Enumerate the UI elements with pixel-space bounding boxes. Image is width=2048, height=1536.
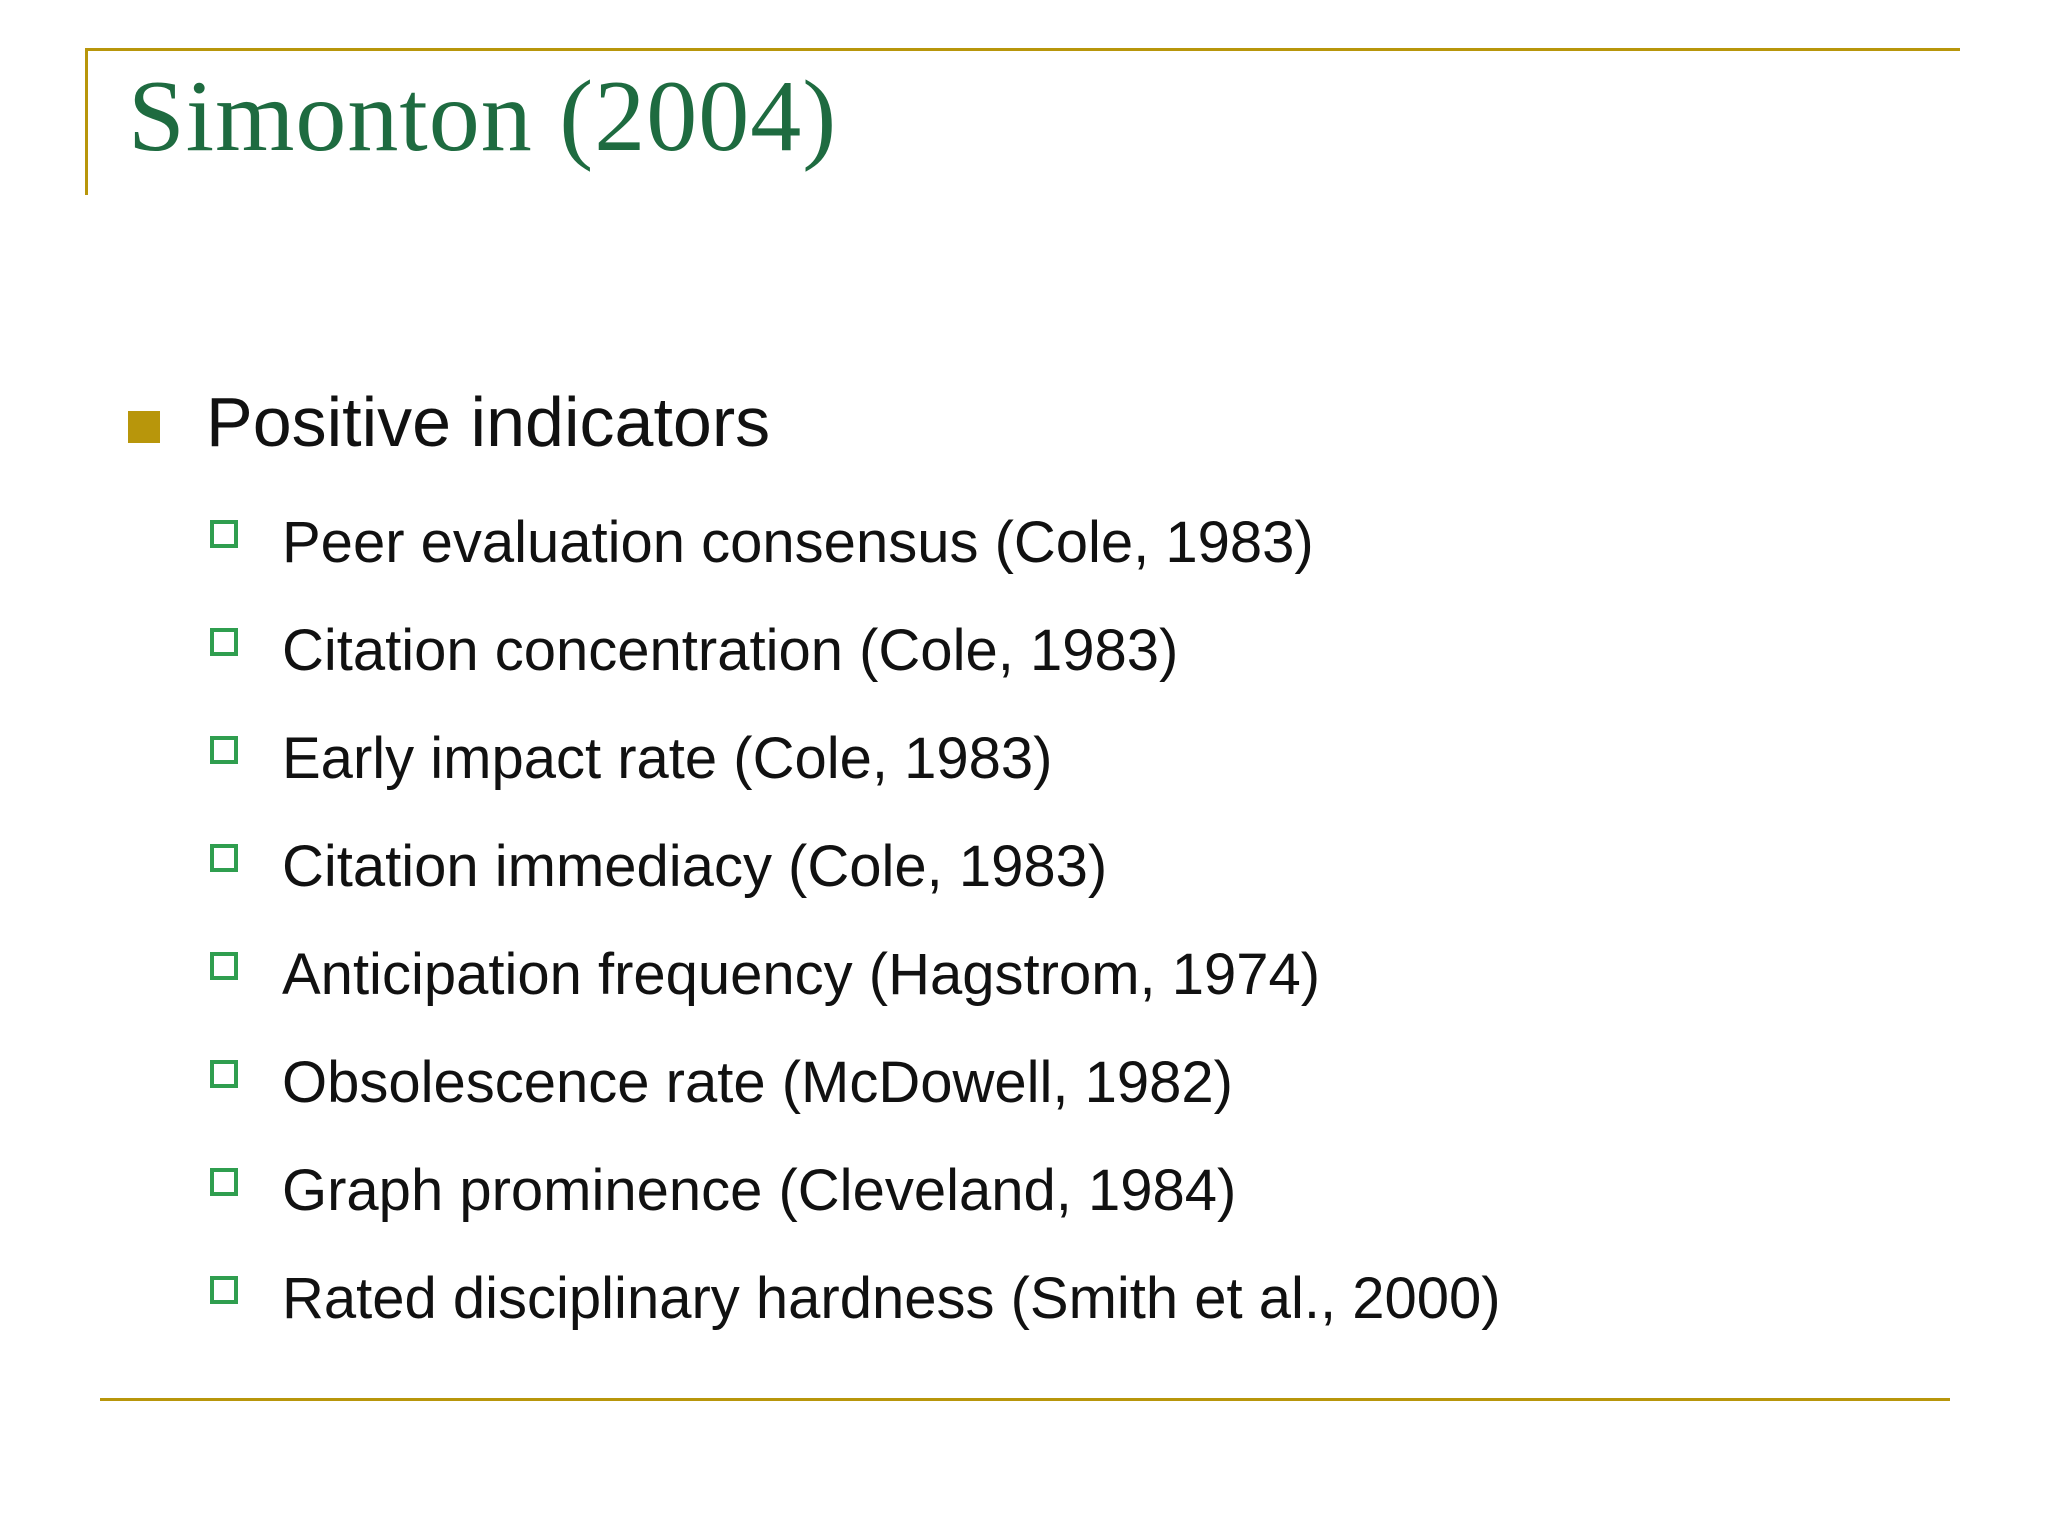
sub-bullet-text: Graph prominence (Cleveland, 1984) (282, 1157, 1237, 1223)
list-item: Peer evaluation consensus (Cole, 1983) (210, 488, 1501, 596)
sub-bullet-text: Early impact rate (Cole, 1983) (282, 725, 1053, 791)
sub-bullet-text: Citation immediacy (Cole, 1983) (282, 833, 1108, 899)
sub-bullet-text: Rated disciplinary hardness (Smith et al… (282, 1265, 1501, 1331)
main-bullet-label: Positive indicators (206, 383, 771, 461)
hollow-square-bullet-icon (210, 1168, 238, 1196)
main-bullet-row: Positive indicators (128, 382, 770, 462)
hollow-square-bullet-icon (210, 844, 238, 872)
sub-bullet-text: Obsolescence rate (McDowell, 1982) (282, 1049, 1233, 1115)
list-item: Citation immediacy (Cole, 1983) (210, 812, 1501, 920)
list-item: Anticipation frequency (Hagstrom, 1974) (210, 920, 1501, 1028)
sub-bullet-text: Citation concentration (Cole, 1983) (282, 617, 1179, 683)
bottom-rule (100, 1398, 1950, 1401)
top-rule (85, 48, 1960, 51)
filled-square-bullet-icon (128, 411, 160, 443)
sub-bullet-text: Anticipation frequency (Hagstrom, 1974) (282, 941, 1321, 1007)
sub-bullet-list: Peer evaluation consensus (Cole, 1983) C… (210, 488, 1501, 1352)
hollow-square-bullet-icon (210, 1060, 238, 1088)
list-item: Rated disciplinary hardness (Smith et al… (210, 1244, 1501, 1352)
list-item: Obsolescence rate (McDowell, 1982) (210, 1028, 1501, 1136)
hollow-square-bullet-icon (210, 736, 238, 764)
hollow-square-bullet-icon (210, 952, 238, 980)
list-item: Citation concentration (Cole, 1983) (210, 596, 1501, 704)
list-item: Graph prominence (Cleveland, 1984) (210, 1136, 1501, 1244)
hollow-square-bullet-icon (210, 628, 238, 656)
sub-bullet-text: Peer evaluation consensus (Cole, 1983) (282, 509, 1314, 575)
hollow-square-bullet-icon (210, 1276, 238, 1304)
hollow-square-bullet-icon (210, 520, 238, 548)
slide-title: Simonton (2004) (128, 60, 838, 173)
list-item: Early impact rate (Cole, 1983) (210, 704, 1501, 812)
left-rule (85, 48, 88, 195)
